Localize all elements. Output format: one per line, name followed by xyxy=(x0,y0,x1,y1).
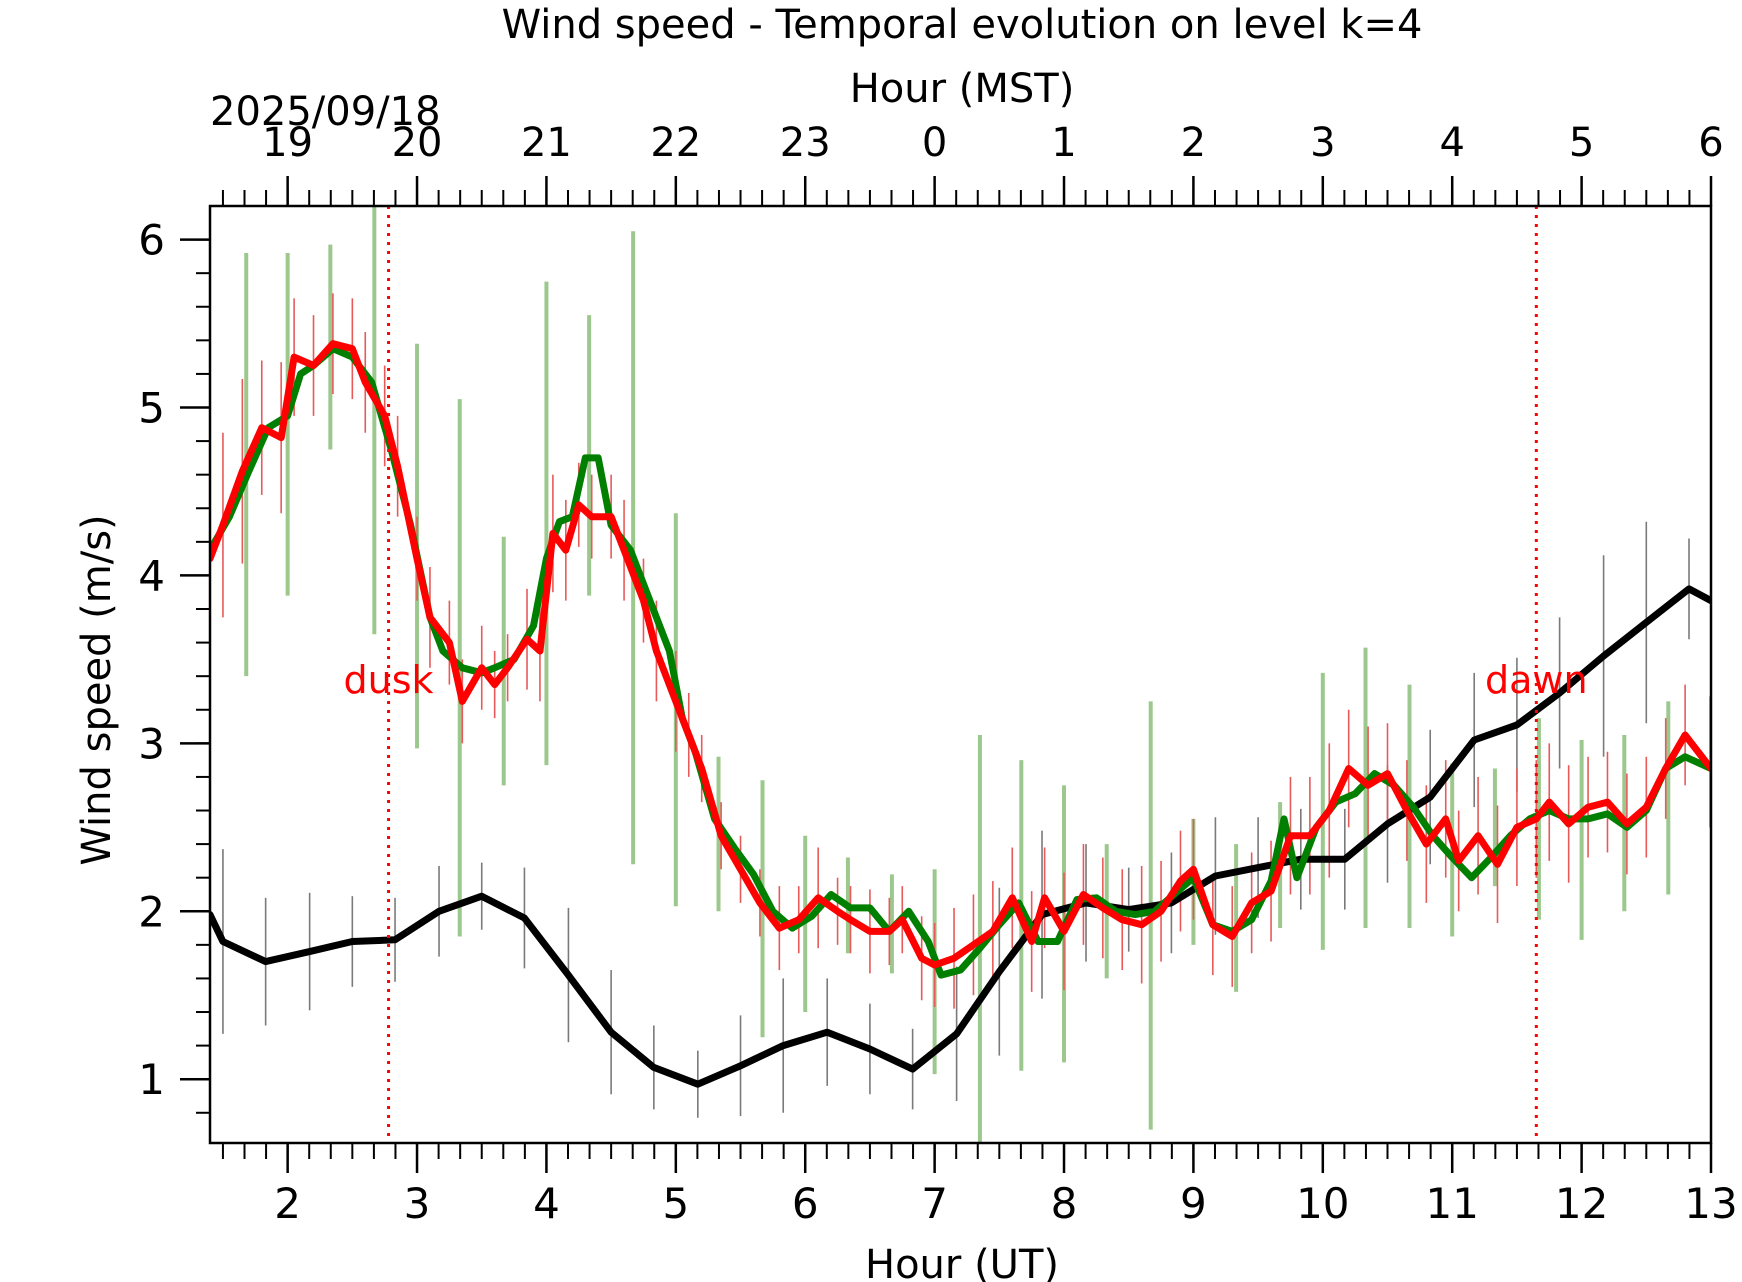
x-tick-label: 2 xyxy=(274,1179,301,1228)
x-tick-label: 4 xyxy=(533,1179,560,1228)
x-axis-label: Hour (UT) xyxy=(865,1242,1059,1282)
y-tick-label: 3 xyxy=(138,719,165,768)
y-tick-label: 2 xyxy=(138,887,165,936)
x-tick-label: 8 xyxy=(1051,1179,1078,1228)
red-series-line xyxy=(210,340,1711,969)
dawn-label: dawn xyxy=(1485,658,1588,702)
y-tick-label: 6 xyxy=(138,216,165,265)
data-group xyxy=(210,206,1711,1143)
x-tick-label: 13 xyxy=(1684,1179,1737,1228)
date-label: 2025/09/18 xyxy=(210,89,441,135)
top-x-tick-label: 5 xyxy=(1569,120,1594,166)
x-tick-label: 9 xyxy=(1180,1179,1207,1228)
x-tick-label: 6 xyxy=(792,1179,819,1228)
black-series-line xyxy=(210,585,1711,1088)
x-tick-label: 10 xyxy=(1296,1179,1349,1228)
top-x-tick-label: 6 xyxy=(1698,120,1723,166)
top-x-tick-label: 23 xyxy=(780,120,831,166)
dusk-label: dusk xyxy=(344,658,434,702)
top-x-tick-label: 1 xyxy=(1051,120,1076,166)
y-tick-label: 5 xyxy=(138,384,165,433)
x-tick-label: 7 xyxy=(921,1179,948,1228)
y-tick-label: 1 xyxy=(138,1055,165,1104)
top-x-tick-label: 21 xyxy=(521,120,572,166)
x-tick-label: 12 xyxy=(1555,1179,1608,1228)
top-x-tick-label: 2 xyxy=(1181,120,1206,166)
x-tick-label: 3 xyxy=(404,1179,431,1228)
top-x-tick-label: 20 xyxy=(392,120,443,166)
plot-frame xyxy=(208,204,1713,1145)
y-axis-label: Wind speed (m/s) xyxy=(74,514,120,865)
chart-title: Wind speed - Temporal evolution on level… xyxy=(502,2,1423,48)
top-x-tick-label: 0 xyxy=(922,120,947,166)
x-tick-label: 5 xyxy=(662,1179,689,1228)
x-tick-label: 11 xyxy=(1425,1179,1478,1228)
top-x-tick-label: 4 xyxy=(1439,120,1464,166)
y-tick-label: 4 xyxy=(138,551,165,600)
top-x-tick-label: 3 xyxy=(1310,120,1335,166)
top-axis-label: Hour (MST) xyxy=(850,66,1075,112)
top-x-tick-label: 19 xyxy=(262,120,313,166)
top-x-tick-label: 22 xyxy=(650,120,701,166)
